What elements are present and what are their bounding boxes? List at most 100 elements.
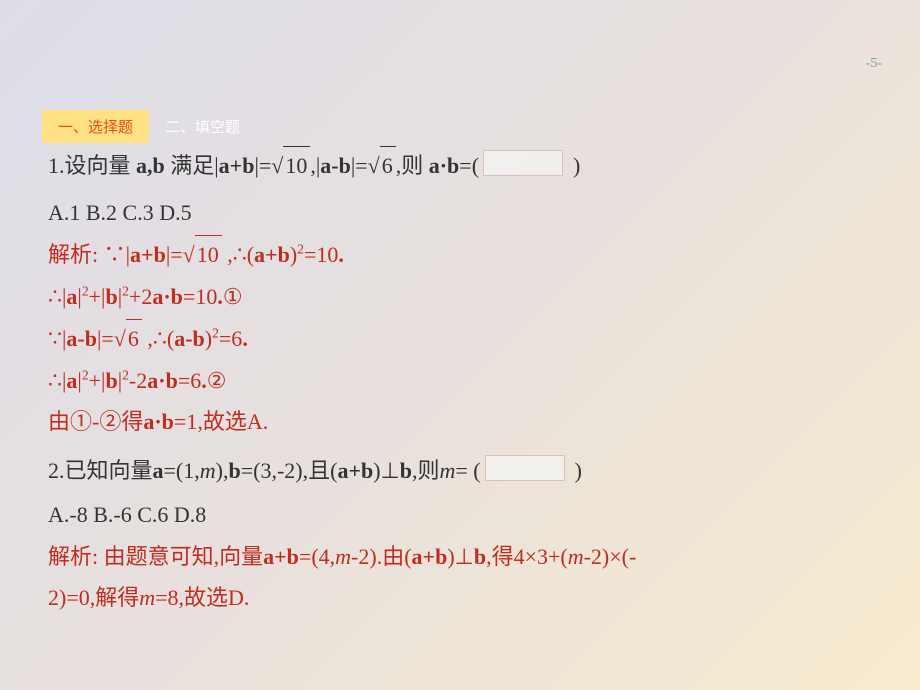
sol-label2: 解析:: [48, 544, 98, 569]
content: 1.设向量 a,b 满足|a+b|=√10,|a-b|=√6,则 a·b=() …: [48, 146, 872, 621]
s1-l5b: =1,故选A.: [174, 409, 268, 434]
q1-t: 1.设向量: [48, 153, 136, 178]
s1-l2f: =10: [183, 284, 217, 309]
s1-a2: a: [66, 368, 77, 393]
s2-l1d: )⊥: [447, 544, 474, 569]
s1-l3d: ): [205, 326, 212, 351]
sup-2: 2: [297, 242, 304, 257]
s2-l2b: =8,故选D.: [155, 585, 249, 610]
q2-m2: ),: [216, 458, 229, 483]
s1-l4a: ∴|: [48, 368, 66, 393]
s2-apb2: a+b: [412, 544, 448, 569]
s1-l1a: ∵|: [104, 242, 130, 267]
q1-m3: ,|: [310, 153, 320, 178]
sol1-l5: 由①-②得a·b=1,故选A.: [48, 403, 872, 442]
s1-l1e: =10: [304, 242, 338, 267]
q2-m6: = (: [455, 458, 480, 483]
q2-a: a: [153, 458, 164, 483]
s1-sqrt1: 10: [195, 235, 222, 275]
q2-m5: ,则: [412, 458, 440, 483]
sup-2: 2: [122, 367, 129, 382]
q1-sqrt2: 6: [380, 146, 396, 186]
s1-l1c: ,∴(: [222, 242, 254, 267]
q1-m5: ,则: [396, 153, 429, 178]
tab-mcq[interactable]: 一、选择题: [42, 110, 149, 143]
sqrt-icon: √6: [114, 319, 142, 359]
dot: .: [338, 242, 344, 267]
sol2-l2: 2)=0,解得m=8,故选D.: [48, 579, 872, 618]
q1-options: A.1 B.2 C.3 D.5: [48, 194, 872, 233]
s2-l2: 2)=0,解得: [48, 585, 139, 610]
s2-m: m: [335, 544, 351, 569]
s1-l2e: +2: [129, 284, 152, 309]
s1-a: a: [66, 284, 77, 309]
dot: .: [242, 326, 248, 351]
sup-2: 2: [122, 283, 129, 298]
q1-apb1: a+b: [219, 153, 255, 178]
s1-l5: 由①-②得: [48, 409, 143, 434]
sqrt-icon: √10: [271, 146, 310, 186]
sol1-l4: ∴|a|2+|b|2-2a·b=6.②: [48, 362, 872, 401]
s1-amb: a-b: [66, 326, 97, 351]
circled-2: ②: [207, 362, 227, 401]
q1-stem: 1.设向量 a,b 满足|a+b|=√10,|a-b|=√6,则 a·b=(): [48, 146, 872, 186]
s1-l3a: ∵|: [48, 326, 66, 351]
s1-l4f: =6: [178, 368, 201, 393]
q1-amb1: a-b: [320, 153, 351, 178]
s2-m2: m: [568, 544, 584, 569]
tab-fill[interactable]: 二、填空题: [149, 110, 256, 143]
s1-l1b: |=: [166, 242, 183, 267]
q2-apb: a+b: [337, 458, 373, 483]
s1-b2: b: [105, 368, 117, 393]
answer-blank[interactable]: [485, 455, 565, 481]
q1-sqrt1: 10: [283, 146, 310, 186]
s1-adotb3: a·b: [143, 409, 174, 434]
s1-l3e: =6: [219, 326, 242, 351]
s1-adotb2: a·b: [147, 368, 178, 393]
circled-1: ①: [223, 278, 243, 317]
s2-l1f: -2)×(-: [584, 544, 637, 569]
sup-2: 2: [82, 283, 89, 298]
s1-apb2: a+b: [254, 242, 290, 267]
q2-m: m: [200, 458, 216, 483]
q2-close: ): [575, 458, 582, 483]
sol1-l2: ∴|a|2+|b|2+2a·b=10.①: [48, 278, 872, 317]
sup-2: 2: [82, 367, 89, 382]
s2-b: b: [474, 544, 486, 569]
s2-l1: 由题意可知,向量: [104, 544, 264, 569]
s1-l4c: +|: [89, 368, 106, 393]
q1-m6: =(: [459, 153, 479, 178]
s2-l1e: ,得4×3+(: [486, 544, 568, 569]
q2-options: A.-8 B.-6 C.6 D.8: [48, 496, 872, 535]
s2-l1c: -2).由(: [351, 544, 411, 569]
q1-m4: |=: [351, 153, 368, 178]
q1-ab: a,b: [136, 153, 165, 178]
s1-adotb: a·b: [152, 284, 183, 309]
q1-m1: 满足|: [165, 153, 219, 178]
s2-l1b: =(4,: [299, 544, 335, 569]
sol1-l3: ∵|a-b|=√6 ,∴(a-b)2=6.: [48, 319, 872, 359]
q2-stem: 2.已知向量a=(1,m),b=(3,-2),且(a+b)⊥b,则m= (): [48, 452, 872, 491]
s1-sqrt3: 6: [126, 319, 142, 359]
s1-l2c: +|: [89, 284, 106, 309]
q2-b: b: [228, 458, 240, 483]
q2-m1: =(1,: [164, 458, 200, 483]
tabs: 一、选择题 二、填空题: [42, 110, 256, 143]
s1-apb: a+b: [130, 242, 166, 267]
s2-apb: a+b: [263, 544, 299, 569]
s1-amb2: a-b: [174, 326, 205, 351]
s1-l2a: ∴|: [48, 284, 66, 309]
s2-m3: m: [139, 585, 155, 610]
sol-label: 解析:: [48, 242, 98, 267]
q1-m2: |=: [254, 153, 271, 178]
q2-m2v: m: [439, 458, 455, 483]
q2-m4: )⊥: [373, 458, 400, 483]
s1-l3b: |=: [97, 326, 114, 351]
q2-b2: b: [400, 458, 412, 483]
sup-2: 2: [212, 326, 219, 341]
s1-l3c: ,∴(: [142, 326, 174, 351]
answer-blank[interactable]: [483, 150, 563, 176]
s1-b: b: [105, 284, 117, 309]
s1-l4e: -2: [129, 368, 147, 393]
q2-prefix: 2.已知向量: [48, 458, 153, 483]
